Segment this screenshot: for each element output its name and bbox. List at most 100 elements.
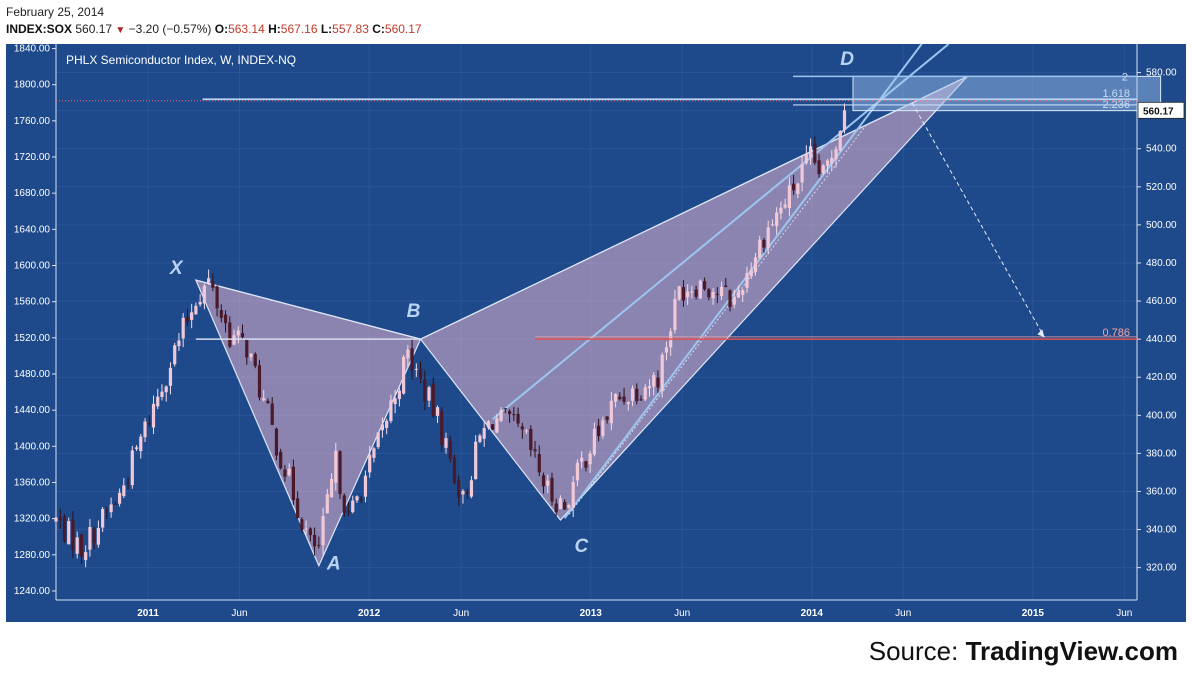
candle-body (236, 330, 240, 336)
candle-body (346, 510, 351, 513)
candle-body (283, 469, 287, 477)
candlestick-chart[interactable]: 1240.00 1280.00 1320.00 1360.00 1400.00 1440.… (0, 40, 1192, 628)
candle-body (385, 420, 389, 428)
candle-body (249, 353, 253, 357)
left-axis-tick-label: 1360.00 (14, 477, 51, 488)
candle-body (351, 500, 355, 513)
candle-body (762, 239, 766, 248)
candle-body (834, 149, 838, 160)
candle-body (291, 466, 295, 501)
candle-body (444, 438, 448, 448)
candle-body (652, 375, 656, 387)
right-axis-tick-label: 580.00 (1146, 68, 1177, 79)
x-axis-tick-label: Jun (231, 608, 247, 619)
candle-body (228, 322, 232, 347)
chart-title: PHLX Semiconductor Index, W, INDEX-NQ (66, 53, 296, 67)
candle-body (232, 335, 236, 345)
candle-body (745, 273, 749, 288)
candle-body (448, 440, 452, 459)
candle-body (524, 430, 529, 432)
candle-body (647, 386, 652, 389)
source-name: TradingView.com (965, 636, 1178, 666)
left-axis-tick-label: 1520.00 (14, 333, 51, 344)
left-axis-tick-label: 1720.00 (14, 152, 51, 163)
left-axis-tick-label: 1320.00 (14, 514, 51, 525)
candle-body (558, 498, 563, 509)
candle-body (262, 398, 266, 401)
candle-body (732, 297, 736, 305)
candle-body (338, 451, 342, 495)
candle-body (690, 291, 694, 293)
right-axis-tick-label: 380.00 (1146, 448, 1177, 459)
low-label: L: (320, 22, 333, 36)
candle-body (418, 368, 423, 379)
low-value: 557.83 (332, 22, 369, 36)
candle-body (423, 380, 427, 402)
candle-body (393, 398, 397, 405)
candle-body (698, 280, 702, 299)
candle-body (372, 448, 376, 458)
candle-body (92, 528, 96, 544)
candle-body (787, 185, 791, 209)
candle-body (563, 501, 567, 510)
candle-body (312, 534, 317, 547)
candle-body (575, 462, 580, 481)
candle-body (117, 492, 122, 504)
candle-body (533, 449, 537, 452)
candle-body (109, 504, 113, 513)
left-axis-tick-label: 1760.00 (14, 116, 51, 127)
last-price: 560.17 (75, 22, 113, 36)
chart-date: February 25, 2014 (6, 5, 105, 19)
pattern-label-c: C (574, 536, 588, 557)
candle-body (715, 293, 719, 295)
candle-body (410, 348, 414, 371)
pattern-label-x: X (169, 258, 184, 279)
right-axis-tick-label: 360.00 (1146, 486, 1177, 497)
candle-body (808, 146, 813, 158)
candle-body (838, 131, 842, 151)
x-axis-tick-label: Jun (674, 608, 690, 619)
candle-body (779, 207, 783, 214)
candle-body (240, 333, 245, 338)
candle-body (520, 426, 524, 430)
candle-body (257, 365, 262, 398)
candle-body (461, 490, 465, 495)
candle-body (296, 498, 300, 518)
left-axis-tick-label: 1800.00 (14, 80, 51, 91)
candle-body (753, 257, 758, 272)
source-credit: Source: TradingView.com (869, 636, 1178, 667)
candle-body (618, 396, 622, 400)
trend-support-dotted (568, 125, 867, 515)
pattern-label-a: A (326, 554, 341, 575)
left-axis-tick-label: 1680.00 (14, 188, 51, 199)
candle-body (677, 286, 681, 300)
candle-body (126, 482, 130, 484)
right-axis-tick-label: 340.00 (1146, 525, 1177, 536)
candle-body (84, 552, 88, 561)
candle-body (749, 269, 753, 277)
left-axis-tick-label: 1440.00 (14, 405, 51, 416)
candle-body (71, 519, 75, 551)
candle-body (495, 418, 499, 433)
candle-body (512, 414, 516, 416)
down-arrow-icon: ▼ (115, 25, 126, 36)
candle-body (105, 509, 109, 512)
candle-body (266, 400, 270, 404)
candle-body (639, 399, 643, 401)
candle-body (253, 353, 257, 367)
candle-body (215, 286, 219, 309)
candle-body (622, 396, 626, 402)
candle-body (609, 400, 613, 424)
candle-body (139, 436, 143, 452)
candle-body (635, 388, 639, 402)
right-axis-tick-label: 400.00 (1146, 410, 1177, 421)
high-value: 567.16 (280, 22, 318, 36)
candle-body (686, 291, 690, 298)
candle-body (601, 420, 605, 437)
candle-body (584, 461, 588, 468)
pattern-line-bd (420, 75, 968, 340)
candle-body (656, 377, 660, 388)
candle-body (334, 450, 338, 483)
candle-body (724, 285, 728, 288)
pattern-line-xb (195, 279, 421, 340)
